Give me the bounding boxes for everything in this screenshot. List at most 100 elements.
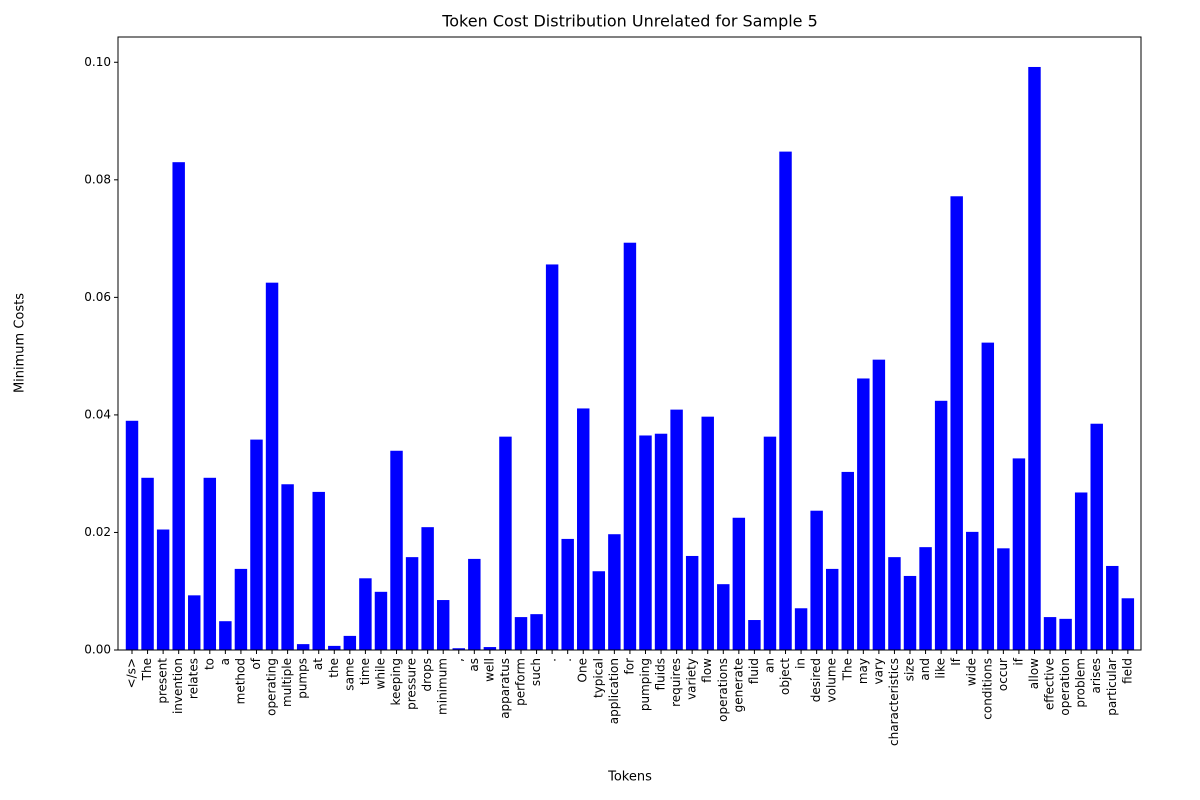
bar [312,491,325,650]
x-tick-label: to [202,658,216,670]
bar [997,548,1010,650]
x-tick-label: occur [996,658,1010,691]
bar [966,531,979,650]
bar [545,264,559,650]
bar [374,591,388,650]
x-tick-label: operating [265,658,279,716]
bar [188,595,201,650]
x-tick-label: method [233,658,247,704]
bar [872,359,886,650]
bar [919,547,932,650]
bar [1074,492,1088,650]
bar [452,648,465,650]
bar [561,538,574,650]
x-tick-label: variety [685,658,699,700]
bar [794,608,808,650]
bar [903,575,917,650]
bar [436,600,450,650]
bar [717,584,730,650]
x-tick-label: arises [1089,658,1103,694]
bar [825,568,839,650]
x-tick-label: The [140,658,154,681]
x-tick-label: a [218,658,232,665]
y-tick-label: 0.08 [84,172,111,186]
x-tick-label: typical [591,658,605,698]
x-tick-label: well [482,658,496,682]
x-tick-label: application [607,658,621,724]
x-tick-label: apparatus [498,658,512,719]
x-tick-label: pressure [405,658,419,710]
bar [748,620,761,650]
bar [732,517,746,650]
bar [779,151,792,650]
x-tick-label: The [840,658,854,681]
x-tick-label: operations [716,658,730,722]
x-tick-label: wide [965,658,979,686]
bar [577,408,590,650]
bar [405,557,419,650]
bar [934,400,948,650]
x-tick-label: pumping [638,658,652,711]
bar [359,578,372,650]
x-tick-label: invention [171,658,185,714]
x-tick-label: and [918,658,932,681]
x-tick-label: One [576,658,590,682]
x-tick-label: at [311,658,325,670]
x-tick-label: allow [1027,658,1041,689]
x-tick-label: same [342,658,356,691]
bar [888,557,901,650]
x-tick-label: characteristics [887,658,901,746]
x-tick-label: like [934,658,948,679]
y-tick-label: 0.04 [84,407,111,421]
x-tick-label: as [467,658,481,672]
bar [281,484,294,650]
bar [141,477,154,650]
x-tick-label: . [545,658,559,662]
x-tick-label: while [373,658,387,689]
bar [390,450,403,650]
bar [654,433,668,650]
bar [841,471,854,650]
x-tick-label: problem [1074,658,1088,708]
x-tick-label: present [156,658,170,704]
bar [125,420,139,650]
x-tick-label: if [1011,657,1025,665]
x-tick-label: in [794,658,808,669]
y-axis-label: Minimum Costs [13,293,28,393]
bar [172,162,185,650]
x-tick-label: size [903,658,917,681]
bar [499,436,512,650]
plot-frame [117,36,1142,651]
bar [250,439,263,650]
bar [343,635,357,650]
x-tick-label: pumps [296,658,310,699]
bar [296,644,310,650]
bar [265,282,279,650]
x-tick-label: multiple [280,658,294,707]
bar [685,555,699,650]
bar [950,196,963,650]
bar [156,529,170,650]
bar [623,242,637,650]
bar [234,568,248,650]
x-tick-label: conditions [980,658,994,720]
x-tick-label: of [249,657,263,669]
x-tick-label: generate [731,658,745,712]
x-tick-label: perform [514,658,528,706]
x-tick-label: vary [871,658,885,685]
bar [1028,66,1041,650]
bar [530,614,543,650]
bar [1121,598,1135,650]
x-tick-label: fluid [747,658,761,684]
y-tick-label: 0.06 [84,290,111,304]
bar [219,621,232,650]
bar [810,510,823,650]
x-tick-label: drops [420,658,434,692]
bar [328,645,341,650]
x-tick-label: the [327,658,341,678]
x-tick-label: flow [700,658,714,683]
bar [857,378,870,650]
x-tick-label: operation [1058,658,1072,716]
x-tick-label: </s> [125,658,139,688]
